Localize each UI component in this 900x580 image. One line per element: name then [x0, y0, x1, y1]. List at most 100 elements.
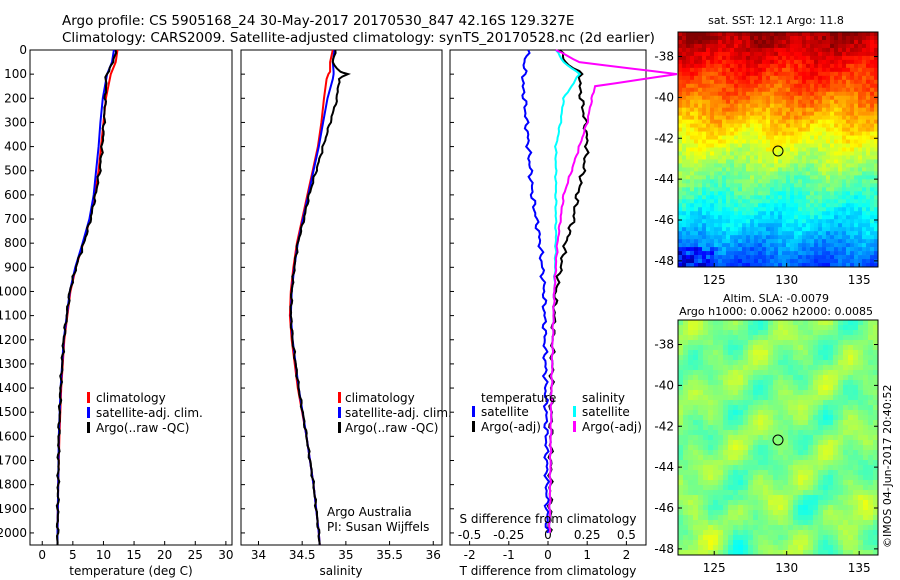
sst-cell [850, 219, 855, 224]
sla-cell [858, 470, 864, 476]
sst-cell [858, 35, 863, 41]
sla-cell [708, 540, 714, 546]
sst-cell [758, 231, 763, 236]
sst-cell [698, 135, 703, 140]
sst-cell [810, 199, 815, 204]
sla-cell [758, 530, 764, 536]
sla-cell [718, 435, 724, 441]
temperature-plot-frame [29, 49, 233, 546]
sla-cell [698, 370, 704, 376]
sla-cell [693, 320, 699, 326]
sst-cell [854, 115, 859, 120]
sla-cell [848, 490, 854, 496]
sla-cell [863, 395, 869, 401]
sla-cell [768, 530, 774, 536]
sst-cell [694, 147, 699, 152]
sla-cell [793, 440, 799, 446]
sst-cell [790, 139, 795, 144]
sst-cell [762, 199, 767, 204]
sla-cell [683, 320, 689, 326]
sst-cell [742, 195, 747, 200]
sst-cell [714, 239, 719, 244]
sst-cell [850, 171, 855, 176]
sst-cell [846, 87, 851, 93]
sla-cell [848, 395, 854, 401]
sst-cell [862, 235, 867, 240]
sst-cell [834, 35, 839, 41]
sla-cell [718, 345, 724, 351]
sla-cell [793, 485, 799, 491]
sla-cell [688, 465, 694, 471]
sla-cell [773, 325, 779, 331]
sla-cell [683, 420, 689, 426]
sst-cell [730, 39, 735, 45]
sst-cell [842, 103, 847, 108]
sst-cell [850, 131, 855, 136]
sst-cell [770, 195, 775, 200]
sla-cell [813, 345, 819, 351]
sst-cell [842, 32, 847, 37]
sla-cell [703, 435, 709, 441]
sla-cell [713, 500, 719, 506]
sla-cell [773, 370, 779, 376]
sla-cell [713, 395, 719, 401]
sla-cell [718, 340, 724, 346]
sla-cell [713, 435, 719, 441]
sst-cell [778, 35, 783, 41]
sst-cell [706, 211, 711, 216]
sst-cell [814, 83, 819, 89]
sst-cell [830, 235, 835, 240]
sst-cell [854, 51, 859, 57]
sst-cell [730, 71, 735, 77]
difference-series [520, 49, 678, 534]
sla-cell [813, 380, 819, 386]
sla-cell [848, 440, 854, 446]
sst-cell [778, 199, 783, 204]
sla-cell [868, 345, 874, 351]
sst-cell [818, 95, 823, 101]
sst-cell [774, 235, 779, 240]
sla-cell [863, 430, 869, 436]
sst-cell [822, 151, 827, 156]
sst-cell [774, 143, 779, 148]
sst-cell [750, 115, 755, 120]
sla-cell [698, 510, 704, 516]
sst-cell [770, 207, 775, 212]
sst-cell [798, 179, 803, 184]
sst-cell [770, 243, 775, 248]
sla-cell [743, 535, 749, 541]
sla-cell [843, 355, 849, 361]
sla-cell [823, 535, 829, 541]
sst-cell [734, 47, 739, 53]
sla-cell [858, 335, 864, 341]
sla-cell [863, 400, 869, 406]
sla-cell [678, 475, 684, 481]
sla-cell [873, 435, 879, 441]
sst-cell [770, 147, 775, 152]
sla-cell [698, 435, 704, 441]
sst-cell [818, 99, 823, 104]
sst-cell [698, 63, 703, 69]
sst-cell [802, 231, 807, 236]
sst-cell [754, 39, 759, 45]
sst-cell [694, 163, 699, 168]
sst-cell [774, 255, 779, 260]
sst-cell [818, 203, 823, 208]
sla-cell [788, 440, 794, 446]
sst-cell [730, 247, 735, 252]
sst-cell [698, 195, 703, 200]
sla-cell [808, 435, 814, 441]
sst-cell [846, 75, 851, 81]
sst-cell [738, 227, 743, 232]
sst-cell [866, 71, 871, 77]
sla-cell [798, 375, 804, 381]
sst-cell [870, 207, 875, 212]
sst-cell [874, 235, 879, 240]
sst-cell [734, 55, 739, 61]
sla-cell [738, 395, 744, 401]
sst-cell [766, 35, 771, 41]
sst-cell [850, 95, 855, 101]
sla-cell [853, 430, 859, 436]
sst-cell [718, 207, 723, 212]
sla-cell [753, 465, 759, 471]
